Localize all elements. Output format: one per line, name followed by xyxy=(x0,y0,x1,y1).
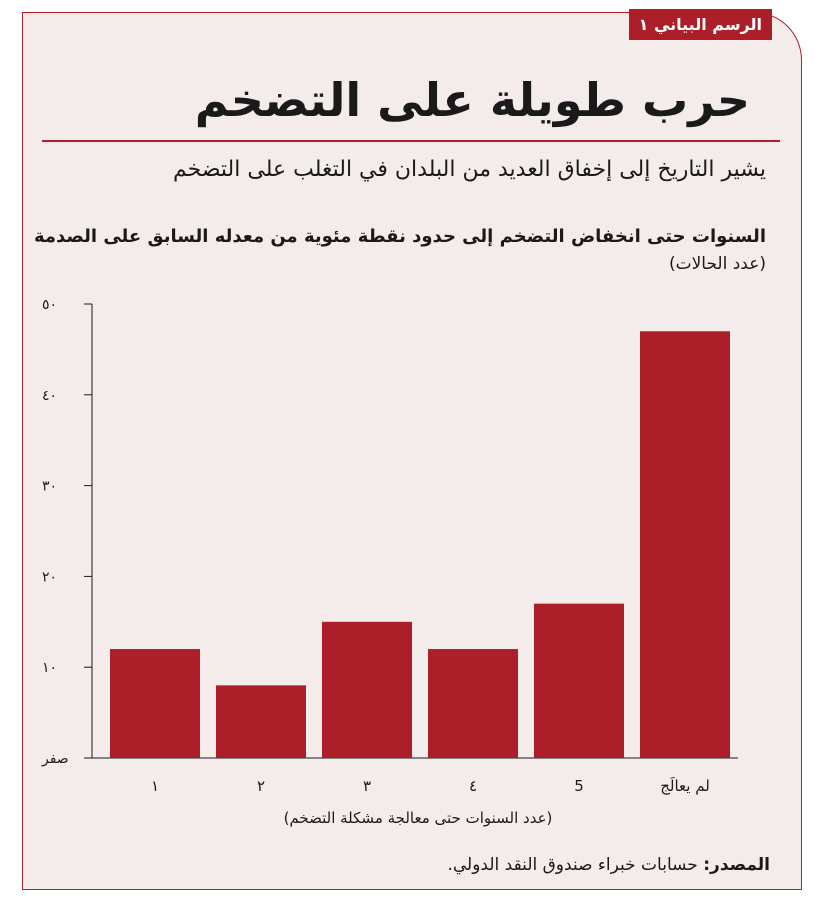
bar xyxy=(640,331,730,758)
y-axis-ticks: صفر ١٠ ٢٠ ٣٠ ٤٠ ٥٠ xyxy=(41,297,92,767)
y-tick-label: ٣٠ xyxy=(42,479,57,495)
x-tick-label: ٣ xyxy=(363,777,371,795)
chart-title: السنوات حتى انخفاض التضخم إلى حدود نقطة … xyxy=(33,226,766,247)
chart-unit-label: (عدد الحالات) xyxy=(668,254,766,274)
bar xyxy=(534,603,624,758)
x-tick-label: ٤ xyxy=(469,777,477,795)
y-tick-label: ٤٠ xyxy=(42,388,57,404)
bar xyxy=(110,649,200,758)
figure-subtitle: يشير التاريخ إلى إخفاق العديد من البلدان… xyxy=(173,157,766,182)
x-tick-label: لم يعالَج xyxy=(660,777,710,795)
figure-tag: الرسم البياني ١ xyxy=(628,9,772,40)
x-tick-label: ٢ xyxy=(257,777,265,795)
bar xyxy=(322,621,412,758)
source-text: حسابات خبراء صندوق النقد الدولي. xyxy=(447,855,698,875)
source-label: المصدر: xyxy=(703,855,770,875)
figure-title: حرب طويلة على التضخم xyxy=(194,73,750,127)
y-tick-label: صفر xyxy=(41,751,69,767)
bar xyxy=(216,685,306,758)
y-tick-label: ١٠ xyxy=(42,660,57,676)
x-tick-label: 5 xyxy=(574,777,584,795)
y-tick-label: ٢٠ xyxy=(42,569,57,585)
x-tick-label: ١ xyxy=(151,777,159,795)
x-axis-ticks: ١ ٢ ٣ ٤ 5 لم يعالَج xyxy=(151,777,710,795)
source-note: المصدر: حسابات خبراء صندوق النقد الدولي. xyxy=(447,855,770,875)
bar xyxy=(428,649,518,758)
bars xyxy=(110,331,730,758)
x-axis-title: (عدد السنوات حتى معالجة مشكلة التضخم) xyxy=(284,809,553,827)
title-divider xyxy=(42,140,780,142)
y-tick-label: ٥٠ xyxy=(42,297,57,313)
